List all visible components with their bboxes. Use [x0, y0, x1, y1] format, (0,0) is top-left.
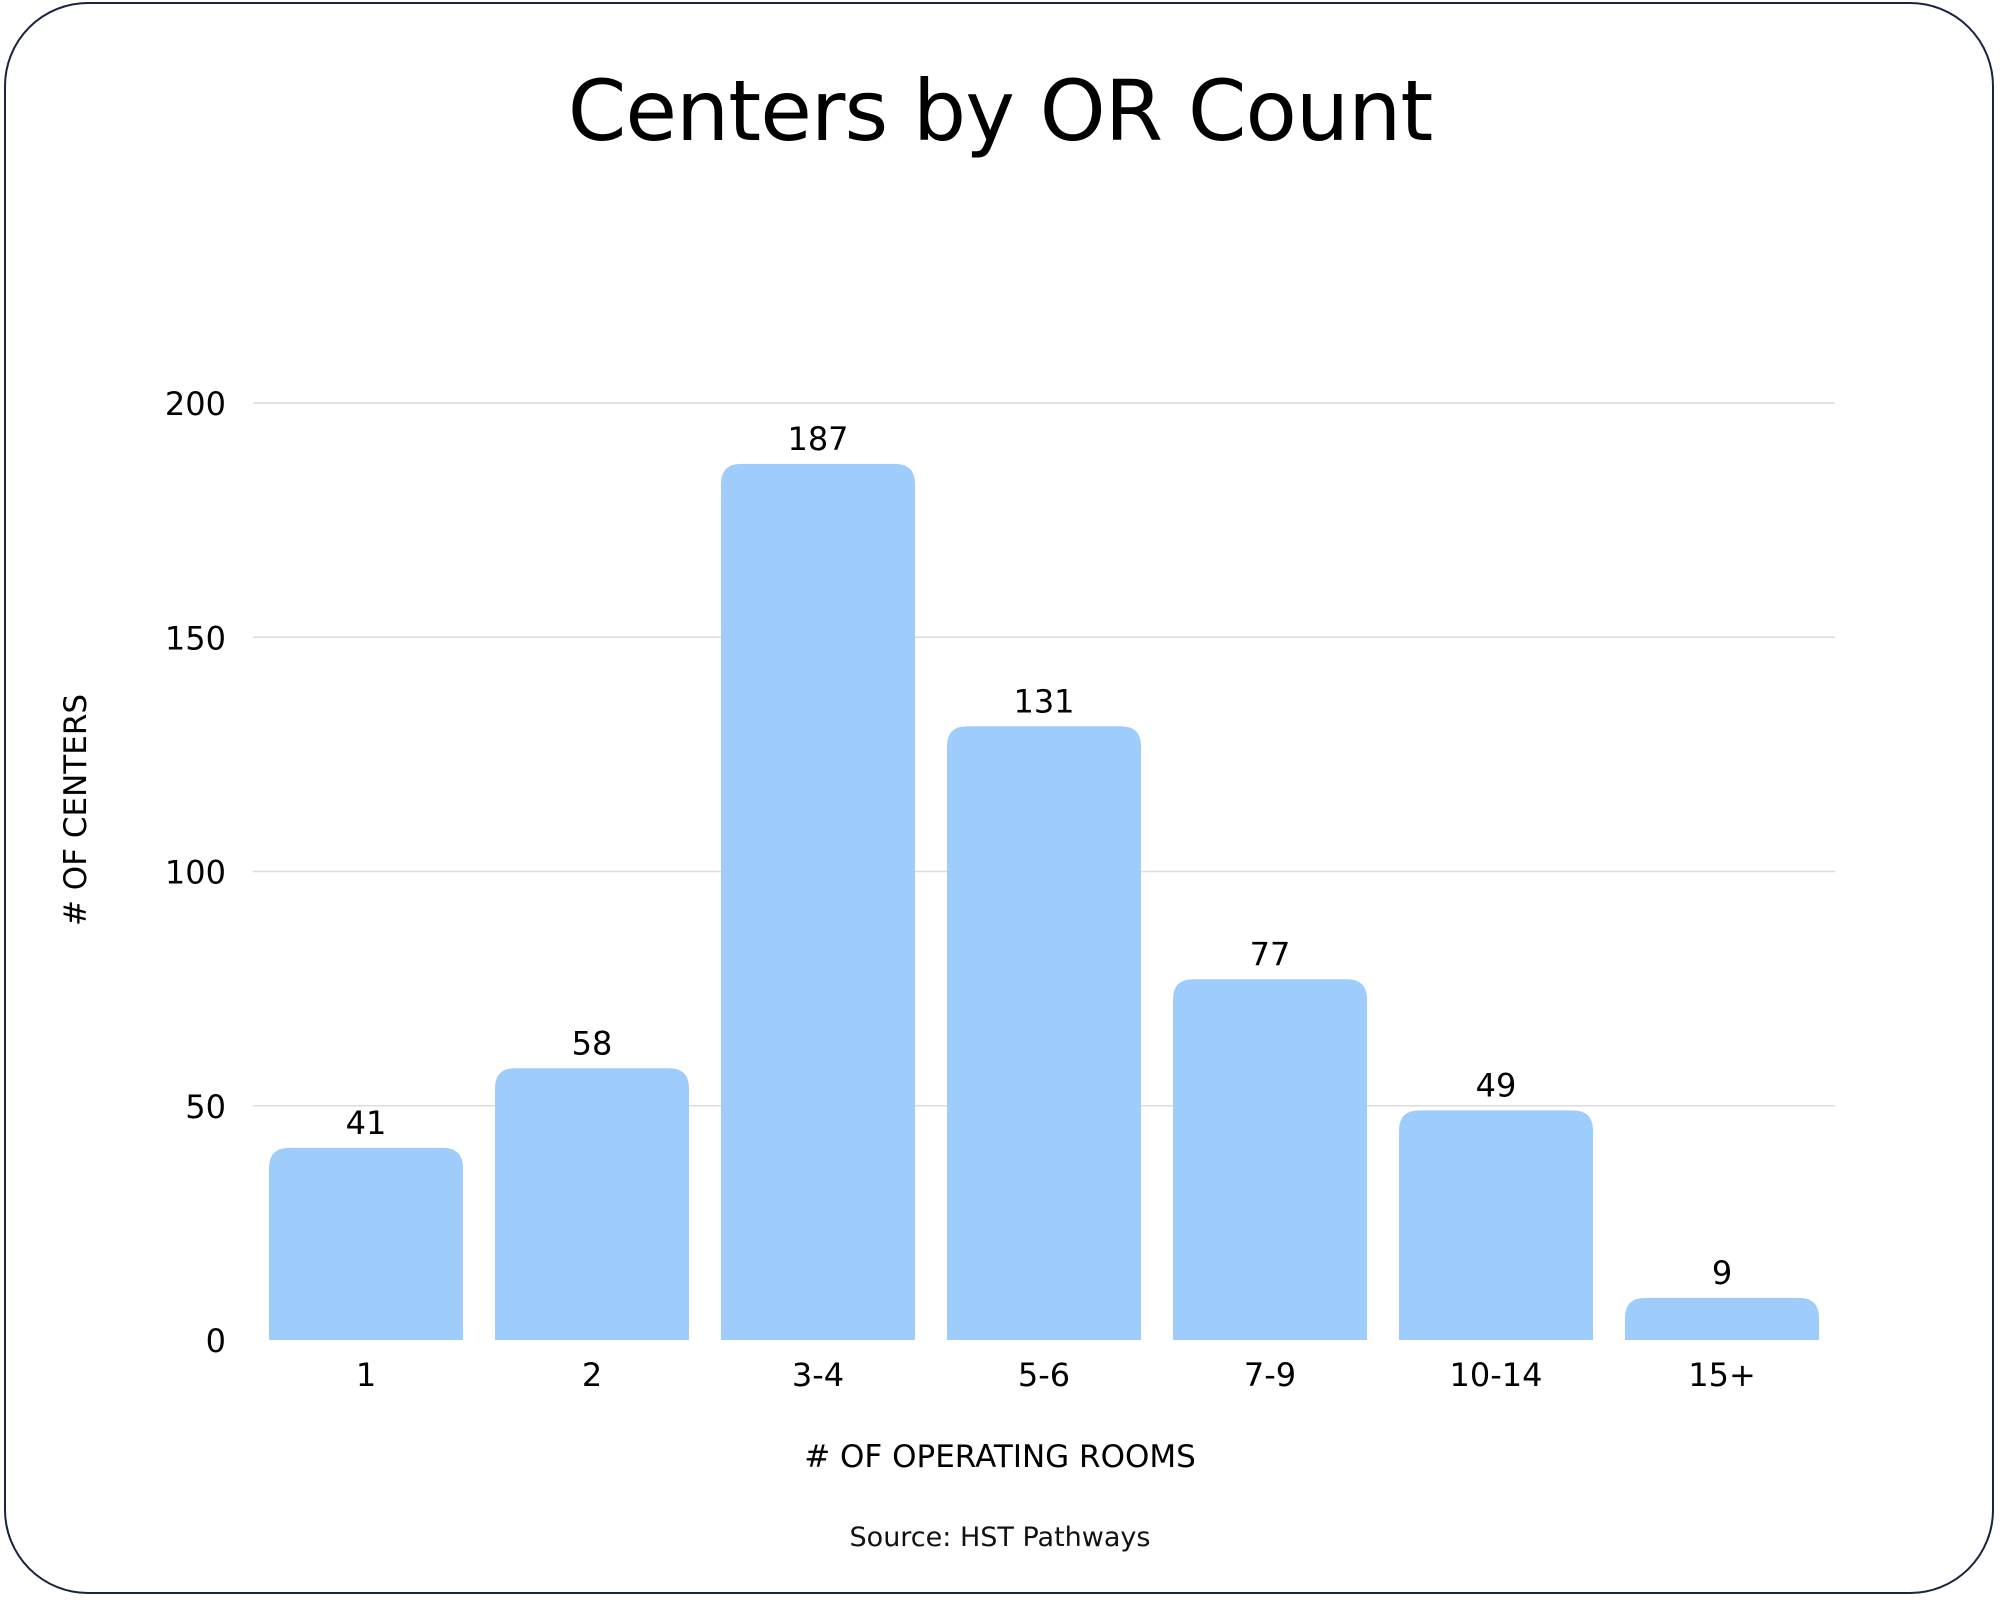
y-tick-label: 50: [185, 1088, 226, 1126]
chart-title: Centers by OR Count: [567, 62, 1434, 160]
y-tick-label: 200: [165, 385, 226, 423]
x-tick-label: 3-4: [792, 1356, 844, 1394]
y-axis-label: # OF CENTERS: [58, 694, 94, 926]
bar: [947, 726, 1141, 1340]
bar-value-label: 187: [787, 420, 848, 458]
y-tick-label: 0: [206, 1322, 226, 1360]
x-tick-label: 2: [582, 1356, 602, 1394]
bar-value-label: 9: [1712, 1254, 1732, 1292]
bar-value-label: 49: [1476, 1066, 1517, 1104]
bar: [1173, 979, 1367, 1340]
x-tick-label: 15+: [1688, 1356, 1756, 1394]
x-axis-label: # OF OPERATING ROOMS: [804, 1439, 1196, 1475]
source-note: Source: HST Pathways: [849, 1522, 1151, 1553]
bar-value-label: 77: [1250, 935, 1291, 973]
x-tick-label: 7-9: [1244, 1356, 1296, 1394]
bar: [495, 1068, 689, 1340]
x-tick-label: 5-6: [1018, 1356, 1070, 1394]
bar: [269, 1147, 463, 1340]
bar: [1625, 1297, 1819, 1340]
x-tick-label: 1: [356, 1356, 376, 1394]
bar-value-label: 131: [1013, 682, 1074, 720]
bar: [721, 463, 915, 1340]
y-tick-label: 100: [165, 854, 226, 892]
bar: [1399, 1110, 1593, 1340]
bar-value-label: 41: [346, 1104, 387, 1142]
x-tick-label: 10-14: [1450, 1356, 1543, 1394]
bar-value-label: 58: [572, 1024, 613, 1062]
y-tick-label: 150: [165, 619, 226, 657]
